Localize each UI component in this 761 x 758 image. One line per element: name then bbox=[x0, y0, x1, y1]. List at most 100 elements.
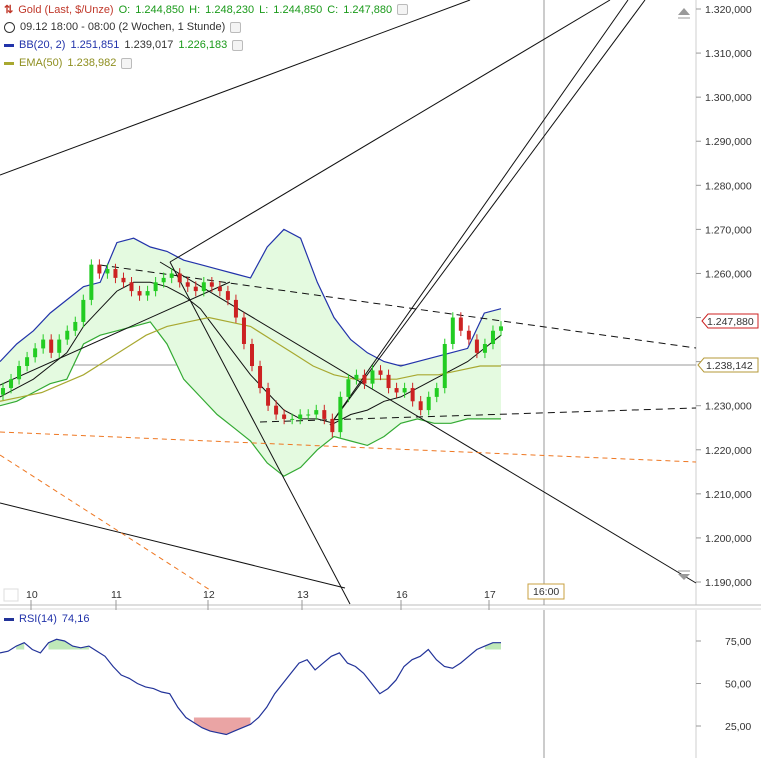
time-tick-label: 10 bbox=[26, 589, 38, 601]
bb-lower-line bbox=[0, 321, 501, 477]
candle-body bbox=[81, 299, 86, 322]
trend-line[interactable] bbox=[0, 0, 471, 176]
candle-body bbox=[402, 388, 407, 393]
candle-body bbox=[73, 321, 78, 331]
time-tick-label: 12 bbox=[203, 589, 215, 601]
candle-body bbox=[137, 291, 142, 296]
time-axis: 10 11 12 13 16 17 bbox=[26, 589, 496, 610]
candle-body bbox=[474, 339, 479, 353]
candle-body bbox=[225, 291, 230, 300]
settings-icon[interactable] bbox=[230, 21, 242, 33]
svg-text:1.238,142: 1.238,142 bbox=[706, 360, 753, 372]
candlesticks bbox=[1, 259, 503, 438]
time-tick-label: 13 bbox=[297, 589, 309, 601]
candle-body bbox=[482, 343, 487, 353]
candles-icon: ⇅ bbox=[4, 4, 14, 16]
settings-icon[interactable] bbox=[397, 4, 409, 15]
rsi-oversold-fill bbox=[193, 717, 251, 735]
ema-swatch-icon bbox=[4, 61, 14, 65]
candle-body bbox=[418, 401, 423, 411]
trend-line[interactable] bbox=[329, 0, 646, 426]
price-tick-label: 1.290,000 bbox=[705, 136, 752, 148]
candle-body bbox=[266, 388, 271, 406]
time-tick-label: 11 bbox=[111, 589, 122, 601]
fib-line-horizontal[interactable] bbox=[0, 431, 697, 463]
rsi-tick-label: 50,00 bbox=[725, 679, 751, 691]
rsi-overbought-fill bbox=[16, 642, 25, 650]
candle-body bbox=[450, 317, 455, 344]
rsi-label: RSI(14) bbox=[19, 613, 57, 625]
candle-body bbox=[426, 396, 431, 411]
trend-line[interactable] bbox=[169, 261, 351, 605]
candle-body bbox=[338, 396, 343, 433]
candle-body bbox=[274, 405, 279, 415]
price-tick-label: 1.220,000 bbox=[705, 445, 752, 457]
last-price-tag: 1.247,880 bbox=[701, 313, 759, 329]
candle-body bbox=[233, 299, 238, 318]
price-tick-label: 1.310,000 bbox=[705, 48, 752, 60]
rsi-panel bbox=[0, 638, 501, 736]
candle-body bbox=[145, 291, 150, 296]
candle-body bbox=[499, 326, 503, 331]
candle-body bbox=[410, 388, 415, 402]
dashed-resistance-line[interactable] bbox=[99, 264, 697, 349]
ema-label: EMA(50) bbox=[19, 57, 63, 69]
candle-body bbox=[185, 282, 190, 287]
crosshair-time-tag: 16:00 bbox=[527, 583, 565, 600]
candle-body bbox=[97, 264, 102, 274]
legend-high-label: H: bbox=[189, 3, 201, 16]
candle-body bbox=[434, 388, 439, 397]
settings-icon[interactable] bbox=[121, 57, 133, 69]
legend-rsi: RSI(14) 74,16 bbox=[4, 613, 89, 625]
bb-swatch-icon bbox=[4, 43, 14, 47]
candle-body bbox=[314, 410, 319, 415]
legend-low-label: L: bbox=[259, 3, 269, 16]
candle-body bbox=[177, 273, 182, 283]
scroll-up-icon[interactable] bbox=[678, 8, 690, 19]
candle-body bbox=[1, 388, 5, 395]
candle-body bbox=[306, 414, 311, 416]
candle-body bbox=[201, 282, 206, 292]
candle-body bbox=[458, 317, 463, 331]
candle-body bbox=[290, 418, 295, 420]
trend-line[interactable] bbox=[159, 261, 697, 584]
trend-line[interactable] bbox=[329, 0, 629, 426]
price-tick-label: 1.320,000 bbox=[705, 4, 752, 16]
time-tick-label: 17 bbox=[484, 589, 496, 601]
candle-body bbox=[193, 286, 198, 292]
price-tick-label: 1.270,000 bbox=[705, 224, 752, 236]
candle-body bbox=[17, 366, 22, 380]
scroll-down-icon[interactable] bbox=[678, 570, 690, 580]
candle-body bbox=[105, 269, 110, 274]
legend-close-value: 1.247,880 bbox=[343, 3, 393, 16]
candle-body bbox=[25, 357, 30, 367]
svg-text:1.247,880: 1.247,880 bbox=[707, 316, 754, 328]
legend-gold: ⇅ Gold (Last, $/Unze) O: 1.244,850 H: 1.24… bbox=[4, 3, 409, 16]
rsi-overbought-fill bbox=[48, 639, 89, 650]
trend-line[interactable] bbox=[0, 281, 231, 386]
candle-body bbox=[330, 418, 335, 433]
rsi-line bbox=[0, 638, 501, 736]
trend-line[interactable] bbox=[0, 502, 346, 589]
legend-open-value: 1.244,850 bbox=[135, 3, 185, 16]
candle-body bbox=[121, 277, 126, 283]
price-tick-label: 1.280,000 bbox=[705, 180, 752, 192]
candle-body bbox=[354, 374, 359, 380]
candle-body bbox=[57, 339, 62, 353]
resize-handle-icon[interactable] bbox=[3, 588, 19, 602]
candle-body bbox=[386, 374, 391, 389]
settings-icon[interactable] bbox=[232, 39, 244, 51]
legend-title: Gold (Last, $/Unze) bbox=[18, 3, 114, 16]
trend-lines bbox=[0, 0, 697, 605]
fib-line-diagonal[interactable] bbox=[0, 454, 211, 591]
crosshair-price-tag: 1.238,142 bbox=[697, 357, 759, 373]
candle-body bbox=[346, 379, 351, 397]
trend-line[interactable] bbox=[169, 0, 611, 263]
legend-low-value: 1.244,850 bbox=[273, 3, 323, 16]
candle-body bbox=[362, 374, 367, 384]
ema-line-path bbox=[0, 316, 501, 402]
candle-body bbox=[298, 414, 303, 419]
legend-period: 09.12 18:00 - 08:00 (2 Wochen, 1 Stunde) bbox=[4, 21, 242, 33]
legend-ema: EMA(50) 1.238,982 bbox=[4, 57, 133, 69]
